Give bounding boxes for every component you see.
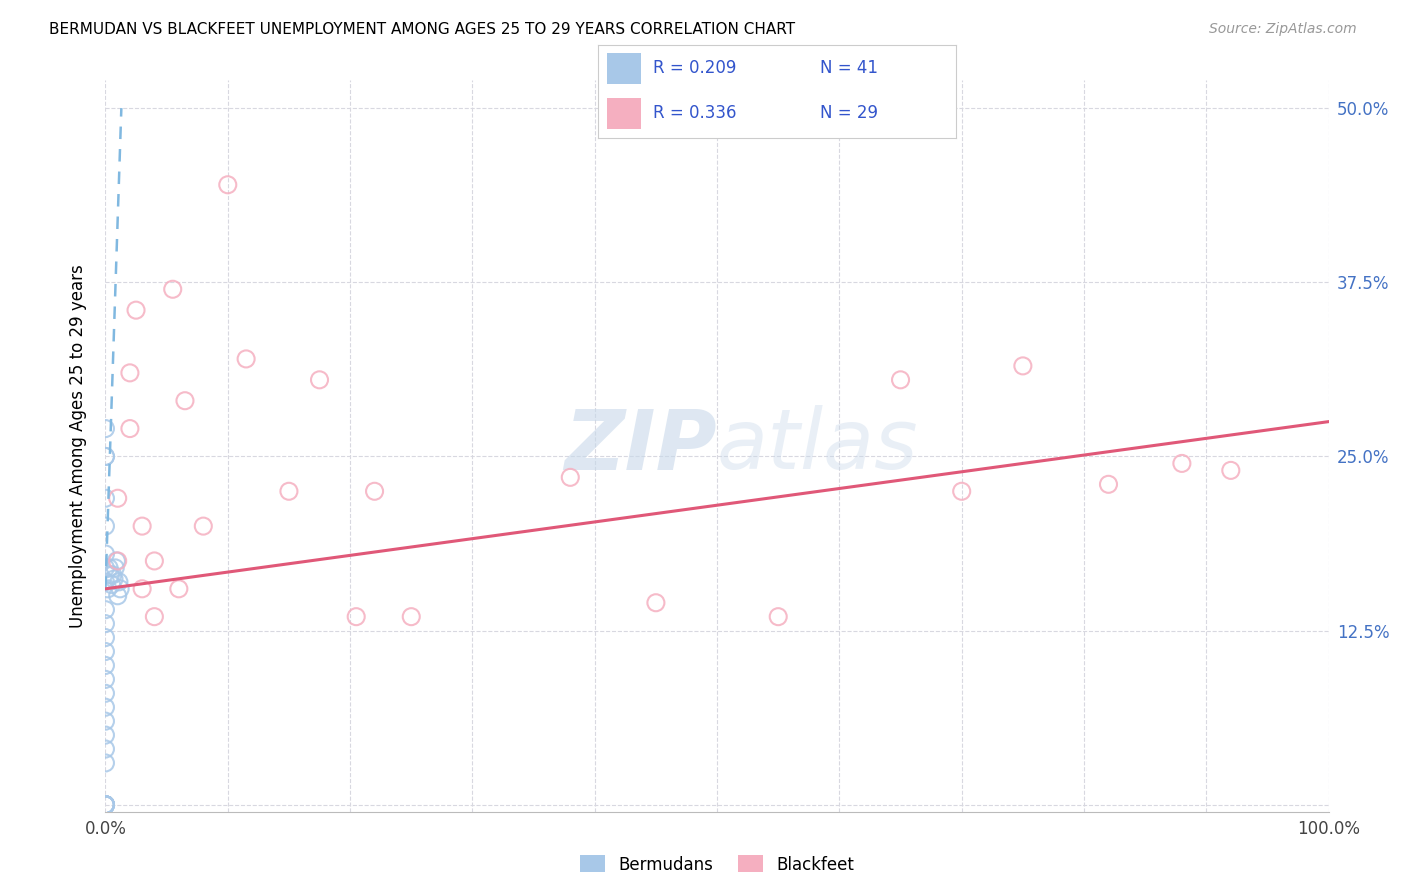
Point [101,567,124,582]
Point [94,491,117,506]
Point [94,728,117,742]
Point [118,366,141,380]
Point [94,797,117,812]
Point [97,582,120,596]
Point [131,582,153,596]
Text: R = 0.209: R = 0.209 [654,60,737,78]
Point [94,686,117,700]
Point [107,554,129,568]
Point [889,373,911,387]
Point [1219,463,1241,477]
Bar [606,98,641,129]
Text: Source: ZipAtlas.com: Source: ZipAtlas.com [1209,22,1357,37]
Point [217,178,239,192]
Text: R = 0.336: R = 0.336 [654,104,737,122]
Point [278,484,301,499]
Point [98,561,121,575]
Text: N = 29: N = 29 [820,104,877,122]
Point [105,554,128,568]
Point [104,561,127,575]
Point [644,596,668,610]
Point [94,547,117,561]
Point [94,797,117,812]
Legend: Bermudans, Blackfeet: Bermudans, Blackfeet [574,848,860,880]
Text: atlas: atlas [717,406,918,486]
Y-axis label: Unemployment Among Ages 25 to 29 years: Unemployment Among Ages 25 to 29 years [69,264,87,628]
Point [94,631,117,645]
Point [94,797,117,812]
Point [107,589,129,603]
Point [94,673,117,687]
Point [167,582,190,596]
Text: BERMUDAN VS BLACKFEET UNEMPLOYMENT AMONG AGES 25 TO 29 YEARS CORRELATION CHART: BERMUDAN VS BLACKFEET UNEMPLOYMENT AMONG… [49,22,796,37]
Bar [606,53,641,84]
Point [94,603,117,617]
Point [401,609,423,624]
Point [94,519,117,533]
Point [94,450,117,464]
Point [94,797,117,812]
Point [193,519,215,533]
Point [94,797,117,812]
Text: N = 41: N = 41 [820,60,877,78]
Point [94,644,117,658]
Point [560,470,582,484]
Point [94,797,117,812]
Text: ZIP: ZIP [564,406,717,486]
Point [100,577,122,591]
Point [94,561,117,575]
Point [103,572,125,586]
Point [363,484,385,499]
Point [94,797,117,812]
Point [1097,477,1119,491]
Point [344,609,367,624]
Point [108,574,131,589]
Point [235,351,257,366]
Point [118,421,141,435]
Point [94,658,117,673]
Point [143,609,166,624]
Point [107,491,129,506]
Point [94,574,117,589]
Point [174,393,197,408]
Point [125,303,148,318]
Point [98,567,121,582]
Point [94,797,117,812]
Point [308,373,330,387]
Point [94,450,117,464]
Point [94,616,117,631]
Point [94,797,117,812]
Point [94,714,117,728]
Point [94,421,117,435]
Point [94,756,117,770]
Point [94,700,117,714]
Point [94,742,117,756]
Point [94,797,117,812]
Point [768,609,790,624]
Point [131,519,153,533]
Point [108,582,131,596]
Point [162,282,184,296]
Point [950,484,973,499]
Point [1171,457,1194,471]
Point [1011,359,1033,373]
Point [143,554,166,568]
